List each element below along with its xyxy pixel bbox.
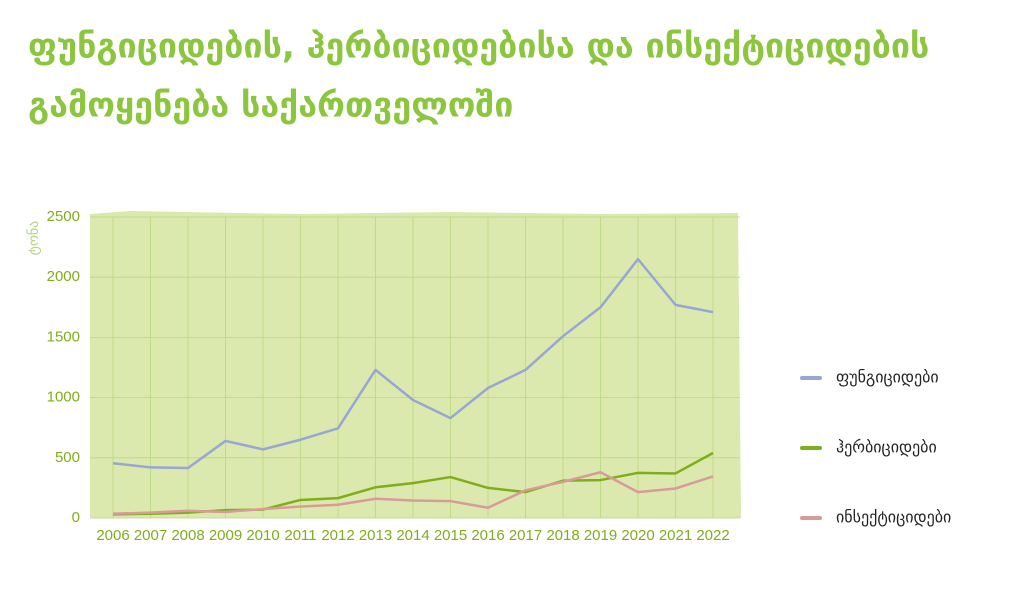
y-tick-label: 0 xyxy=(72,509,80,526)
y-axis-label: ტონა xyxy=(26,221,42,256)
x-tick-label: 2012 xyxy=(321,527,354,544)
x-tick-label: 2017 xyxy=(509,527,542,544)
chart-title: გამოყენება საქართველოში xyxy=(28,86,513,126)
x-tick-label: 2006 xyxy=(96,527,129,544)
x-tick-label: 2009 xyxy=(209,527,242,544)
y-tick-label: 1500 xyxy=(47,328,80,345)
plot-background xyxy=(90,211,741,518)
x-tick-label: 2022 xyxy=(696,527,729,544)
x-tick-label: 2008 xyxy=(171,527,204,544)
x-tick-label: 2019 xyxy=(584,527,617,544)
x-tick-label: 2016 xyxy=(471,527,504,544)
series-line xyxy=(112,470,714,516)
x-tick-label: 2013 xyxy=(359,527,392,544)
y-tick-label: 500 xyxy=(55,449,80,466)
x-tick-label: 2015 xyxy=(434,527,467,544)
chart-title: ფუნგიციდების, ჰერბიციდებისა და ინსექტიცი… xyxy=(28,27,929,67)
y-tick-label: 1000 xyxy=(47,389,80,406)
y-tick-label: 2000 xyxy=(47,268,80,285)
x-tick-label: 2010 xyxy=(246,527,279,544)
x-tick-label: 2007 xyxy=(134,527,167,544)
legend-label: ინსექტიციდები xyxy=(836,508,951,527)
series-line xyxy=(112,257,714,470)
x-tick-label: 2021 xyxy=(659,527,692,544)
legend-label: ფუნგიციდები xyxy=(836,368,939,387)
x-tick-label: 2018 xyxy=(546,527,579,544)
x-tick-label: 2020 xyxy=(621,527,654,544)
x-tick-label: 2014 xyxy=(396,527,429,544)
y-tick-label: 2500 xyxy=(47,208,80,225)
legend-label: ჰერბიციდები xyxy=(836,438,937,457)
x-tick-label: 2011 xyxy=(284,527,316,544)
